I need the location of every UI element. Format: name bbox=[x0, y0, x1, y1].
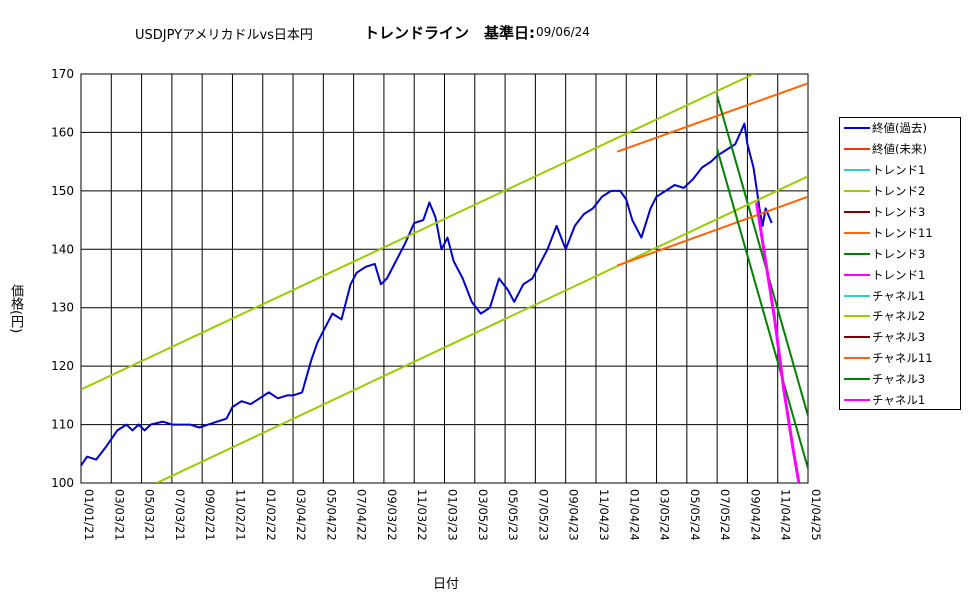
legend-label: トレンド1 bbox=[872, 267, 926, 282]
x-tick-label: 07/04/22 bbox=[355, 489, 369, 541]
legend-label: トレンド11 bbox=[872, 225, 933, 240]
y-tick-label: 170 bbox=[51, 67, 74, 81]
series-line-13 bbox=[755, 202, 801, 483]
legend-label: チャネル1 bbox=[872, 288, 926, 303]
legend-swatch bbox=[844, 252, 870, 255]
legend-item: トレンド1 bbox=[840, 160, 960, 181]
x-tick-label: 01/01/21 bbox=[82, 489, 96, 541]
legend-swatch bbox=[844, 336, 870, 339]
legend-swatch bbox=[844, 127, 870, 130]
x-tick-label: 03/05/24 bbox=[658, 489, 672, 541]
y-tick-label: 110 bbox=[51, 418, 74, 432]
chart-title-trend: トレンドライン 基準日: bbox=[364, 24, 535, 42]
legend-label: トレンド1 bbox=[872, 163, 926, 178]
x-tick-label: 05/03/21 bbox=[143, 489, 157, 541]
x-tick-label: 11/04/24 bbox=[779, 489, 793, 541]
legend-item: チャネル3 bbox=[840, 369, 960, 390]
legend-label: 終値(過去) bbox=[872, 121, 927, 136]
legend-label: チャネル3 bbox=[872, 372, 926, 387]
legend-swatch bbox=[844, 169, 870, 172]
legend-item: トレンド11 bbox=[840, 222, 960, 243]
legend-item: チャネル1 bbox=[840, 390, 960, 411]
legend-label: チャネル3 bbox=[872, 330, 926, 345]
x-tick-label: 05/05/23 bbox=[506, 489, 520, 541]
chart-title-pair: USDJPYアメリカドルvs日本円 bbox=[135, 28, 313, 43]
series-line-3 bbox=[81, 74, 754, 391]
x-tick-label: 09/04/24 bbox=[748, 489, 762, 541]
x-tick-label: 01/04/24 bbox=[627, 489, 641, 541]
y-tick-label: 150 bbox=[51, 184, 74, 198]
series-line-12 bbox=[716, 148, 808, 469]
legend-item: トレンド2 bbox=[840, 181, 960, 202]
legend-item: チャネル1 bbox=[840, 285, 960, 306]
legend-swatch bbox=[844, 148, 870, 151]
legend-swatch bbox=[844, 211, 870, 213]
legend-swatch bbox=[844, 357, 870, 360]
series-line-9 bbox=[156, 175, 808, 483]
x-axis-label: 日付 bbox=[433, 577, 460, 592]
x-tick-label: 11/02/21 bbox=[233, 489, 247, 541]
x-tick-label: 01/02/22 bbox=[264, 489, 278, 541]
series-line-6 bbox=[716, 95, 808, 417]
legend-swatch bbox=[844, 231, 870, 234]
legend-label: トレンド2 bbox=[872, 184, 926, 199]
series-group bbox=[81, 74, 808, 483]
x-tick-label: 09/02/21 bbox=[203, 489, 217, 541]
legend-item: チャネル3 bbox=[840, 327, 960, 348]
legend-swatch bbox=[844, 399, 870, 402]
legend-item: チャネル2 bbox=[840, 306, 960, 327]
x-tick-label: 11/03/22 bbox=[415, 489, 429, 541]
legend-label: トレンド3 bbox=[872, 205, 926, 219]
y-tick-label: 100 bbox=[51, 476, 74, 490]
legend-item: チャネル11 bbox=[840, 348, 960, 369]
y-tick-label: 120 bbox=[51, 359, 74, 373]
y-axis-label: 価格(円) bbox=[8, 284, 23, 334]
x-tick-label: 05/04/22 bbox=[324, 489, 338, 541]
y-tick-label: 160 bbox=[51, 125, 74, 139]
x-tick-label: 09/03/22 bbox=[385, 489, 399, 541]
legend-label: チャネル1 bbox=[872, 393, 926, 408]
x-tick-label: 07/05/23 bbox=[536, 489, 550, 541]
legend-label: チャネル2 bbox=[872, 309, 926, 324]
plot-border bbox=[80, 73, 809, 484]
series-line-5 bbox=[616, 82, 808, 153]
legend-swatch bbox=[844, 294, 870, 297]
legend-label: チャネル11 bbox=[872, 351, 933, 366]
x-tick-label: 01/04/25 bbox=[809, 489, 823, 541]
legend-swatch bbox=[844, 273, 870, 276]
y-tick-label: 140 bbox=[51, 242, 74, 256]
y-tick-label: 130 bbox=[51, 301, 74, 315]
x-tick-label: 03/05/23 bbox=[476, 489, 490, 541]
legend-item: トレンド1 bbox=[840, 264, 960, 285]
chart-title-date: 09/06/24 bbox=[536, 25, 590, 39]
legend: 終値(過去) 終値(未来) トレンド1 トレンド2 トレンド3 トレンド11 トレンド3 トレ… bbox=[839, 117, 961, 410]
x-tick-label: 11/04/23 bbox=[597, 489, 611, 541]
legend-item: トレンド3 bbox=[840, 243, 960, 264]
legend-label: 終値(未来) bbox=[872, 142, 927, 157]
legend-label: トレンド3 bbox=[872, 246, 926, 261]
legend-swatch bbox=[844, 378, 870, 381]
legend-item: 終値(過去) bbox=[840, 118, 960, 139]
x-tick-label: 07/05/24 bbox=[718, 489, 732, 541]
x-tick-label: 09/04/23 bbox=[567, 489, 581, 541]
legend-item: 終値(未来) bbox=[840, 139, 960, 160]
x-tick-label: 05/05/24 bbox=[688, 489, 702, 541]
series-line-11 bbox=[616, 195, 808, 267]
x-tick-label: 07/03/21 bbox=[173, 489, 187, 541]
series-line-0 bbox=[81, 122, 773, 467]
legend-item: トレンド3 bbox=[840, 202, 960, 223]
legend-swatch bbox=[844, 190, 870, 193]
legend-swatch bbox=[844, 315, 870, 318]
x-tick-label: 03/04/22 bbox=[294, 489, 308, 541]
x-tick-label: 01/03/23 bbox=[446, 489, 460, 541]
x-tick-label: 03/03/21 bbox=[112, 489, 126, 541]
